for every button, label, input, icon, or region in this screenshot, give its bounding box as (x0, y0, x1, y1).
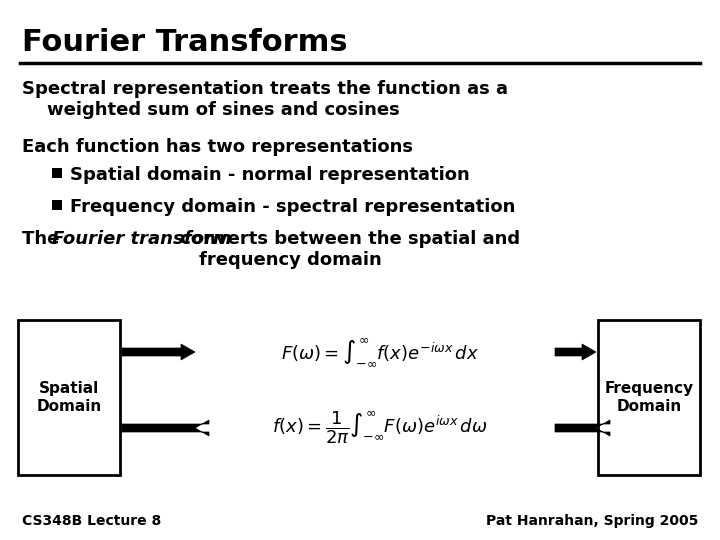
Text: Spatial domain - normal representation: Spatial domain - normal representation (70, 166, 469, 184)
Bar (18, 320, 120, 475)
Polygon shape (555, 420, 610, 436)
Text: Spectral representation treats the function as a
    weighted sum of sines and c: Spectral representation treats the funct… (22, 80, 508, 119)
Bar (598, 320, 700, 475)
Text: Fourier transform: Fourier transform (52, 230, 232, 248)
Text: converts between the spatial and
    frequency domain: converts between the spatial and frequen… (174, 230, 520, 269)
Polygon shape (122, 420, 209, 436)
Text: Frequency domain - spectral representation: Frequency domain - spectral representati… (70, 198, 516, 216)
Text: Spatial
Domain: Spatial Domain (37, 381, 102, 414)
Bar (52, 200, 62, 210)
Text: $F(\omega) = \int_{-\infty}^{\infty} f(x)e^{-i\omega x}\, dx$: $F(\omega) = \int_{-\infty}^{\infty} f(x… (281, 336, 479, 368)
Text: Frequency
Domain: Frequency Domain (604, 381, 693, 414)
Text: Each function has two representations: Each function has two representations (22, 138, 413, 156)
Text: Pat Hanrahan, Spring 2005: Pat Hanrahan, Spring 2005 (485, 514, 698, 528)
Bar (52, 168, 62, 178)
Polygon shape (555, 344, 596, 360)
Text: The: The (22, 230, 66, 248)
Text: Fourier Transforms: Fourier Transforms (22, 28, 348, 57)
Text: $f(x) = \dfrac{1}{2\pi} \int_{-\infty}^{\infty} F(\omega)e^{i\omega x}\, d\omega: $f(x) = \dfrac{1}{2\pi} \int_{-\infty}^{… (272, 410, 488, 446)
Text: CS348B Lecture 8: CS348B Lecture 8 (22, 514, 161, 528)
Polygon shape (122, 344, 195, 360)
